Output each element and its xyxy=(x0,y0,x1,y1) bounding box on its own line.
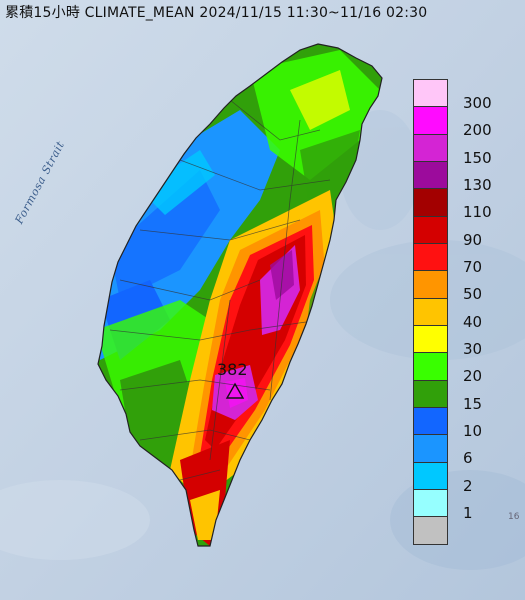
legend-swatch xyxy=(413,188,448,216)
triangle-icon xyxy=(225,382,245,399)
legend-label: 30 xyxy=(463,339,483,358)
legend-label: 6 xyxy=(463,449,473,468)
legend-label: 10 xyxy=(463,421,483,440)
peak-value-label: 382 xyxy=(217,360,248,379)
legend-label: 20 xyxy=(463,367,483,386)
legend-swatch xyxy=(413,488,448,517)
legend-swatch xyxy=(413,324,448,353)
legend-swatch xyxy=(413,379,448,407)
legend-swatch xyxy=(413,160,448,189)
legend-swatch xyxy=(413,516,448,545)
legend-label: 300 xyxy=(463,94,492,112)
edge-mark: 16 xyxy=(508,512,520,522)
legend-label: 200 xyxy=(463,121,492,140)
legend-label: 130 xyxy=(463,175,492,194)
legend-label: 1 xyxy=(463,503,473,522)
legend-label: 2 xyxy=(463,476,473,495)
legend-swatch xyxy=(413,79,448,107)
legend-swatch xyxy=(413,297,448,325)
legend-swatch xyxy=(413,106,448,134)
island-outline xyxy=(97,43,383,547)
legend-swatch xyxy=(413,434,448,462)
legend-label: 40 xyxy=(463,312,483,331)
legend-label: 70 xyxy=(463,257,483,276)
legend-swatch xyxy=(413,133,448,161)
color-legend xyxy=(413,79,448,545)
legend-label: 15 xyxy=(463,394,483,413)
legend-swatch xyxy=(413,215,448,243)
legend-swatch xyxy=(413,406,448,435)
legend-swatch xyxy=(413,270,448,298)
legend-swatch xyxy=(413,242,448,271)
legend-label: 150 xyxy=(463,148,492,167)
legend-label: 110 xyxy=(463,203,492,222)
legend-swatch xyxy=(413,352,448,380)
legend-label: 90 xyxy=(463,230,483,249)
map-title: 累積15小時 CLIMATE_MEAN 2024/11/15 11:30~11/… xyxy=(5,5,428,21)
legend-swatch xyxy=(413,461,448,489)
legend-label: 50 xyxy=(463,285,483,304)
